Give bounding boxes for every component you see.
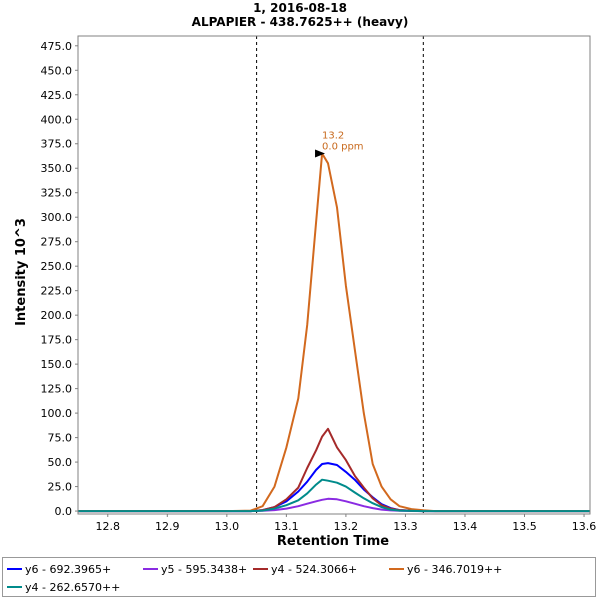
y-tick-label: 300.0: [41, 211, 73, 224]
y-tick-label: 50.0: [48, 456, 73, 469]
peak-ppm-label: 0.0 ppm: [322, 142, 364, 153]
legend-swatch: [253, 568, 268, 570]
y-tick-label: 425.0: [41, 89, 73, 102]
plot-frame: [77, 35, 591, 515]
x-tick-label: 13.4: [453, 520, 478, 533]
legend-label: y4 - 262.6570++: [25, 580, 121, 594]
y-tick-label: 400.0: [41, 113, 73, 126]
legend-label: y6 - 346.7019++: [407, 562, 503, 576]
y-tick-label: 325.0: [41, 187, 73, 200]
y-axis-label: Intensity 10^3: [14, 218, 29, 326]
x-tick-label: 13.5: [512, 520, 537, 533]
x-tick-label: 12.8: [96, 520, 121, 533]
plot-area[interactable]: [78, 36, 590, 514]
legend-swatch: [389, 568, 404, 570]
x-tick-label: 13.6: [572, 520, 597, 533]
x-axis-label: Retention Time: [277, 534, 389, 549]
legend-item[interactable]: y5 - 595.3438+: [143, 562, 247, 576]
y-tick-label: 475.0: [41, 40, 73, 53]
y-tick-label: 150.0: [41, 358, 73, 371]
chart-title: 1, 2016-08-18: [253, 1, 347, 15]
y-tick-label: 250.0: [41, 260, 73, 273]
legend-label: y4 - 524.3066+: [271, 562, 358, 576]
legend-label: y6 - 692.3965+: [25, 562, 112, 576]
x-tick-label: 13.2: [334, 520, 359, 533]
y-tick-label: 125.0: [41, 383, 73, 396]
legend-label: y5 - 595.3438+: [161, 562, 248, 576]
chart-subtitle: ALPAPIER - 438.7625++ (heavy): [191, 15, 409, 29]
peak-marker-icon[interactable]: [315, 149, 326, 158]
y-tick-label: 350.0: [41, 162, 73, 175]
legend-item[interactable]: y4 - 524.3066+: [253, 562, 357, 576]
x-tick-label: 13.1: [274, 520, 299, 533]
legend-swatch: [7, 586, 22, 588]
x-tick-label: 13.3: [393, 520, 418, 533]
y-tick-label: 375.0: [41, 138, 73, 151]
y-tick-label: 225.0: [41, 285, 73, 298]
x-tick-label: 12.9: [155, 520, 180, 533]
legend-item[interactable]: y6 - 346.7019++: [389, 562, 502, 576]
y-tick-label: 75.0: [48, 432, 73, 445]
x-tick-label: 13.0: [215, 520, 240, 533]
legend-swatch: [7, 568, 22, 570]
y-tick-label: 175.0: [41, 334, 73, 347]
legend-swatch: [143, 568, 158, 570]
series-line-4[interactable]: [78, 478, 590, 513]
y-tick-label: 100.0: [41, 407, 73, 420]
legend-item[interactable]: y4 - 262.6570++: [7, 580, 120, 594]
y-tick-label: 200.0: [41, 309, 73, 322]
y-tick-label: 25.0: [48, 481, 73, 494]
peak-rt-label: 13.2: [322, 131, 344, 142]
y-tick-label: 275.0: [41, 236, 73, 249]
legend-item[interactable]: y6 - 692.3965+: [7, 562, 111, 576]
y-tick-label: 0.0: [55, 505, 73, 518]
series-line-3[interactable]: [78, 152, 590, 513]
y-tick-label: 450.0: [41, 64, 73, 77]
legend: y6 - 692.3965+ y5 - 595.3438+ y4 - 524.306…: [2, 557, 596, 597]
